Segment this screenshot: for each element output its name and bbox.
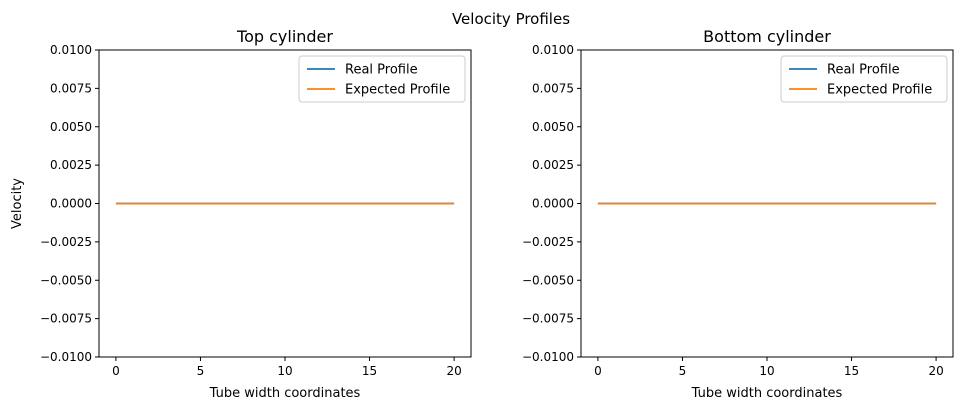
subplot-title: Bottom cylinder <box>703 27 831 46</box>
x-tick-label: 0 <box>594 364 602 378</box>
y-tick-label: −0.0075 <box>522 312 574 326</box>
y-tick-label: 0.0025 <box>50 158 92 172</box>
x-tick-label: 5 <box>197 364 205 378</box>
legend-label: Expected Profile <box>345 83 450 98</box>
y-axis-label: Velocity <box>10 178 25 229</box>
legend: Real Profile Expected Profile <box>780 55 948 103</box>
x-tick-label: 10 <box>277 364 292 378</box>
legend-label: Real Profile <box>827 63 900 78</box>
x-tick-label: 0 <box>112 364 120 378</box>
x-tick-label: 10 <box>759 364 774 378</box>
y-tick-label: 0.0000 <box>532 197 574 211</box>
legend: Real Profile Expected Profile <box>298 55 466 103</box>
y-tick-label: 0.0075 <box>50 81 92 95</box>
x-tick-label: 20 <box>928 364 943 378</box>
y-tick-label: −0.0100 <box>522 350 574 364</box>
legend-label: Real Profile <box>345 63 418 78</box>
figure-title: Velocity Profiles <box>452 10 570 28</box>
subplot-bottom-cylinder: Bottom cylinder 0 5 10 15 20 −0.0100 −0.0075 −0.… <box>522 27 954 401</box>
legend-label: Expected Profile <box>827 83 932 98</box>
y-tick-label: 0.0050 <box>50 120 92 134</box>
y-tick-label: 0.0050 <box>532 120 574 134</box>
x-tick-label: 20 <box>446 364 461 378</box>
y-tick-label: 0.0025 <box>532 158 574 172</box>
y-tick-label: 0.0000 <box>50 197 92 211</box>
y-tick-label: −0.0025 <box>40 235 92 249</box>
y-tick-label: 0.0100 <box>50 43 92 57</box>
y-tick-label: −0.0050 <box>40 273 92 287</box>
subplot-top-cylinder: Top cylinder 0 5 10 15 20 −0.0100 −0.0075 −0.005… <box>10 27 472 401</box>
x-axis-label: Tube width coordinates <box>691 386 843 401</box>
y-tick-label: 0.0075 <box>532 81 574 95</box>
y-tick-label: −0.0025 <box>522 235 574 249</box>
x-tick-label: 15 <box>844 364 859 378</box>
x-axis-label: Tube width coordinates <box>209 386 361 401</box>
subplot-title: Top cylinder <box>236 27 333 46</box>
y-tick-label: −0.0100 <box>40 350 92 364</box>
y-tick-label: −0.0075 <box>40 312 92 326</box>
y-tick-label: 0.0100 <box>532 43 574 57</box>
x-tick-label: 15 <box>362 364 377 378</box>
legend-box <box>780 55 948 103</box>
legend-box <box>298 55 466 103</box>
x-tick-label: 5 <box>679 364 687 378</box>
y-tick-label: −0.0050 <box>522 273 574 287</box>
